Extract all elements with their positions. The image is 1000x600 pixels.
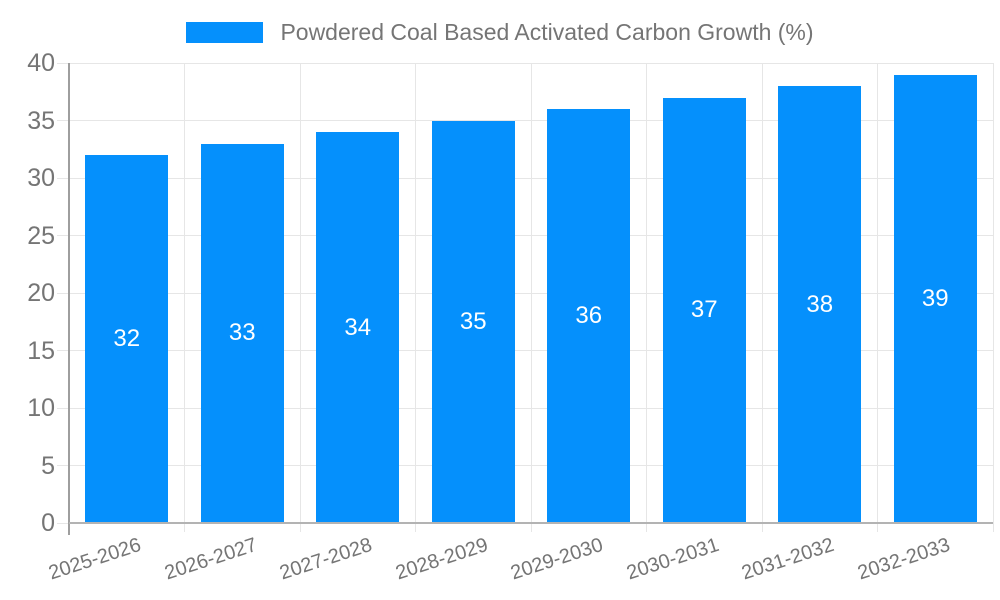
x-axis-tick-label: 2032-2033 <box>854 533 953 585</box>
bar-value-label: 32 <box>113 325 141 352</box>
x-gridline <box>184 63 185 532</box>
y-gridline <box>57 292 993 294</box>
bar[interactable] <box>431 120 515 523</box>
bar[interactable] <box>200 143 284 523</box>
y-axis-tick-label: 15 <box>27 336 55 365</box>
y-gridline <box>57 465 993 466</box>
x-gridline <box>530 63 532 532</box>
bar-value-label: 38 <box>806 290 834 318</box>
y-gridline <box>57 350 993 351</box>
legend-label: Powdered Coal Based Activated Carbon Gro… <box>280 18 814 45</box>
y-axis-tick-label: 40 <box>27 49 55 77</box>
x-gridline <box>646 63 647 532</box>
legend-swatch <box>186 21 264 43</box>
bar-value-label: 35 <box>459 307 487 335</box>
legend[interactable]: Powdered Coal Based Activated Carbon Gro… <box>0 17 1000 47</box>
y-axis-line <box>68 63 70 535</box>
bar[interactable] <box>316 132 400 523</box>
bar[interactable] <box>893 74 977 523</box>
y-axis-tick-label: 25 <box>27 221 55 250</box>
y-axis-tick-label: 20 <box>27 279 55 307</box>
bar-value-label: 36 <box>575 302 603 329</box>
y-axis-tick-label: 10 <box>27 394 55 422</box>
bar-value-label: 33 <box>228 319 256 347</box>
y-gridline <box>57 62 993 64</box>
x-gridline <box>992 63 994 532</box>
x-axis-tick-label: 2031-2032 <box>739 533 837 585</box>
bar[interactable] <box>85 155 169 523</box>
x-gridline <box>415 63 416 532</box>
x-axis-tick-label: 2025-2026 <box>46 533 144 585</box>
x-gridline <box>761 63 763 532</box>
x-axis-tick-label: 2027-2028 <box>277 533 375 585</box>
bar[interactable] <box>778 86 862 523</box>
x-gridline <box>299 63 301 532</box>
bar-value-label: 37 <box>690 296 718 324</box>
x-axis-tick-label: 2028-2029 <box>392 533 491 585</box>
y-axis-tick-label: 0 <box>41 509 55 537</box>
x-axis-tick-label: 2029-2030 <box>508 533 606 585</box>
y-axis-tick-label: 30 <box>27 164 55 192</box>
y-axis-tick-label: 35 <box>27 106 55 135</box>
x-axis-line <box>69 522 993 524</box>
x-axis-tick-label: 2026-2027 <box>161 533 260 585</box>
x-axis-tick-label: 2030-2031 <box>623 533 722 585</box>
bar[interactable] <box>662 97 746 523</box>
bar-value-label: 39 <box>921 284 949 312</box>
x-gridline <box>877 63 878 532</box>
y-axis-tick-label: 5 <box>41 451 55 480</box>
y-gridline <box>57 177 993 179</box>
y-gridline <box>57 407 993 409</box>
y-tick <box>57 522 69 524</box>
bar-value-label: 34 <box>344 313 372 341</box>
y-gridline <box>57 120 993 121</box>
bar[interactable] <box>547 109 631 523</box>
y-gridline <box>57 235 993 236</box>
